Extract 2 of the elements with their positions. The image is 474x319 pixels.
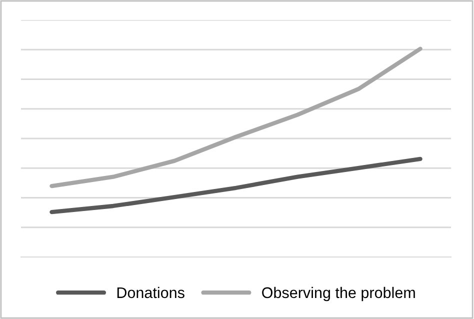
legend-label: Observing the problem	[262, 286, 415, 302]
legend-label: Donations	[117, 286, 184, 298]
